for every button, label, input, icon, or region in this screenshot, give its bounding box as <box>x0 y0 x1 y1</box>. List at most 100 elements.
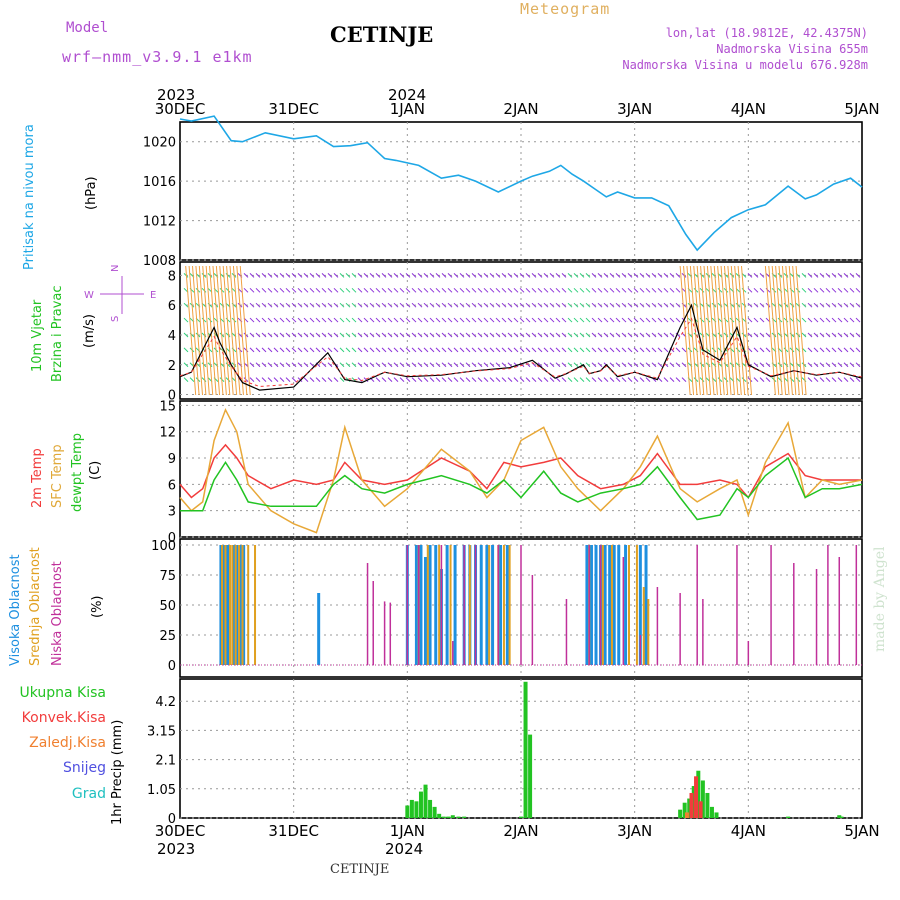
footer-station: CETINJE <box>330 862 390 877</box>
wind-barb <box>327 332 333 338</box>
wind-streak <box>771 265 783 396</box>
top-year-left: 2023 <box>157 86 195 104</box>
wind-barb <box>279 273 285 278</box>
temp-tick-label: 0 <box>168 531 176 546</box>
wind-barb <box>501 377 507 382</box>
wind-barb <box>831 362 837 368</box>
bottom-date-label: 31DEC <box>268 822 319 840</box>
wind-barb <box>279 332 285 338</box>
wind-barb <box>351 347 357 353</box>
model-label: Model <box>66 20 109 36</box>
wind-barb <box>597 273 603 278</box>
wind-barb <box>747 302 753 308</box>
pressure-tick-label: 1016 <box>143 175 176 190</box>
wind-barb <box>411 273 417 278</box>
wind-barb <box>765 347 771 353</box>
wind-barb <box>651 287 657 293</box>
wind-streak <box>723 265 735 396</box>
wind-barb <box>441 332 447 338</box>
wind-speed-line <box>179 303 863 391</box>
wind-barb <box>603 377 609 382</box>
wind-barb <box>291 377 297 382</box>
wind-barb <box>663 287 669 293</box>
wind-barb <box>345 347 351 353</box>
wind-barb <box>369 362 375 368</box>
wind-barb <box>567 362 573 368</box>
wind-barb <box>495 302 501 308</box>
wind-barb <box>435 377 441 382</box>
bottom-date-label: 2JAN <box>503 822 538 840</box>
precip-bar-total <box>418 791 423 818</box>
wind-barb <box>297 317 303 323</box>
wind-barb <box>333 377 339 382</box>
wind-barb <box>453 273 459 278</box>
wind-barb <box>243 273 249 278</box>
wind-barb <box>537 362 543 368</box>
wind-barb <box>675 347 681 353</box>
wind-barb <box>309 377 315 382</box>
wind-barb <box>375 362 381 368</box>
wind-barb <box>759 302 765 308</box>
bottom-date-label: 4JAN <box>731 822 766 840</box>
wind-barb <box>387 302 393 308</box>
wind-barb <box>291 287 297 293</box>
wind-barb <box>849 317 855 323</box>
wind-barb <box>597 302 603 308</box>
wind-barb <box>477 362 483 368</box>
wind-barb <box>183 317 189 323</box>
wind-barb <box>339 287 345 293</box>
wind-barb <box>357 347 363 353</box>
wind-barb <box>591 287 597 293</box>
wind-barb <box>525 362 531 368</box>
precip-bar-total <box>456 816 461 818</box>
wind-barb <box>507 347 513 353</box>
wind-barb <box>639 347 645 353</box>
precip-bar-total <box>437 813 442 818</box>
wind-barb <box>453 377 459 382</box>
wind-barb <box>285 377 291 382</box>
wind-barb <box>477 347 483 353</box>
wind-barb <box>819 347 825 353</box>
wind-barb <box>609 302 615 308</box>
wind-barb <box>453 332 459 338</box>
wind-barb <box>519 362 525 368</box>
wind-streak <box>202 265 214 396</box>
wind-barb <box>825 273 831 278</box>
wind-barb <box>567 347 573 353</box>
wind-barb <box>339 302 345 308</box>
wind-barb <box>459 302 465 308</box>
pressure-line <box>179 115 863 252</box>
wind-streak <box>795 265 807 396</box>
wind-barb <box>411 362 417 368</box>
wind-barb <box>441 302 447 308</box>
wind-streak <box>222 265 234 396</box>
wind-barb <box>855 287 861 293</box>
wind-barb <box>339 273 345 278</box>
wind-barb <box>837 273 843 278</box>
wind-barb <box>639 302 645 308</box>
wind-barb <box>465 317 471 323</box>
wind-barb <box>723 362 729 368</box>
wind-barb <box>249 332 255 338</box>
wind-barb <box>507 332 513 338</box>
wind-barb <box>501 287 507 293</box>
wind-barb <box>555 317 561 323</box>
wind-barb <box>261 347 267 353</box>
wind-barb <box>483 377 489 382</box>
wind-barb <box>549 317 555 323</box>
wind-barb <box>663 347 669 353</box>
wind-barb <box>363 273 369 278</box>
wind-barb <box>579 332 585 338</box>
wind-barb <box>615 332 621 338</box>
wind-barb <box>855 332 861 338</box>
wind-barb <box>651 317 657 323</box>
wind-tick-label: 4 <box>168 329 176 344</box>
temp-dewpt-line <box>180 456 863 521</box>
wind-barb <box>483 332 489 338</box>
wind-streak <box>188 265 200 396</box>
wind-barb <box>447 287 453 293</box>
wind-barb <box>183 347 189 353</box>
wind-barb <box>321 332 327 338</box>
wind-barb <box>585 332 591 338</box>
bottom-axis: 30DEC 31DEC 1JAN 2JAN 3JAN 4JAN 5JAN 2023 2024 <box>155 822 880 858</box>
